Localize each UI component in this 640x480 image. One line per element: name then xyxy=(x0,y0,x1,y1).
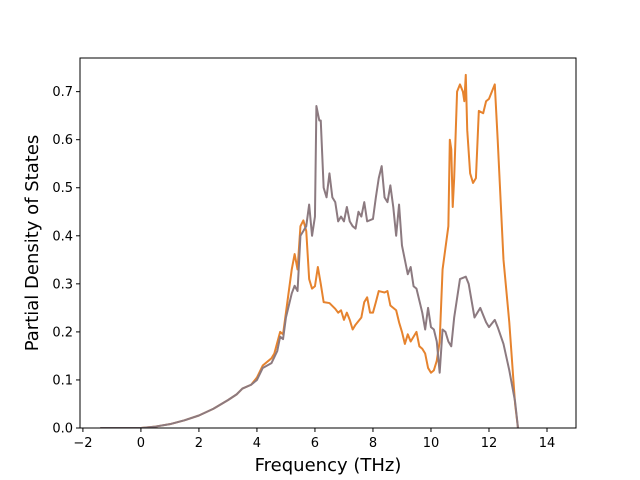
x-tick-label: 8 xyxy=(369,436,377,451)
x-tick-label: 2 xyxy=(195,436,203,451)
y-tick-label: 0.4 xyxy=(52,229,73,244)
x-tick-label: 0 xyxy=(137,436,145,451)
plot-frame xyxy=(79,57,577,429)
series-line-1 xyxy=(100,73,519,428)
x-tick-label: 12 xyxy=(481,436,498,451)
x-tick-label: 6 xyxy=(311,436,319,451)
y-tick-label: 0.6 xyxy=(52,133,73,148)
x-tick-label: −2 xyxy=(73,436,92,451)
series-line-2 xyxy=(100,105,519,428)
y-tick-label: 0.3 xyxy=(52,277,73,292)
y-axis-title: Partial Density of States xyxy=(22,135,43,352)
y-tick-label: 0.7 xyxy=(52,85,73,100)
y-tick-label: 0.5 xyxy=(52,181,73,196)
y-tick-label: 0.2 xyxy=(52,325,73,340)
x-tick-label: 4 xyxy=(253,436,261,451)
y-tick-label: 0.0 xyxy=(52,422,73,437)
y-tick-label: 0.1 xyxy=(52,373,73,388)
x-tick-label: 10 xyxy=(423,436,440,451)
x-axis-title: Frequency (THz) xyxy=(255,455,402,476)
x-tick-label: 14 xyxy=(539,436,556,451)
